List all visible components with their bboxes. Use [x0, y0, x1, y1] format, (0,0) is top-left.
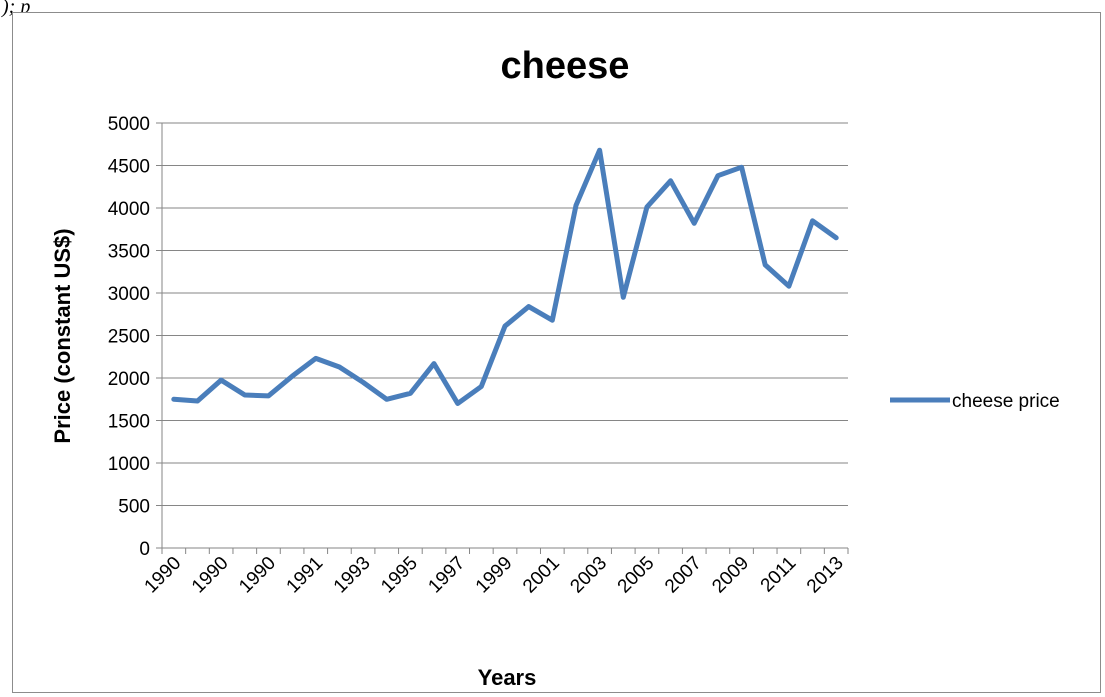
x-tick-label: 1991: [283, 553, 328, 598]
y-tick-label: 5000: [108, 114, 150, 135]
y-tick-label: 500: [118, 497, 150, 518]
x-tick-label: 1995: [377, 553, 422, 598]
x-tick-label: 2009: [708, 553, 753, 598]
axes: [161, 123, 849, 554]
x-tick-labels: 1990 1990 1990 1991 1993 1995 1997 1999 2001 2003…: [141, 553, 848, 598]
x-tick-label: 1990: [188, 553, 233, 598]
x-tick-label: 2001: [519, 553, 564, 598]
series-line-cheese-price: [171, 147, 839, 406]
gridlines: [156, 122, 848, 549]
x-tick-label: 2011: [757, 553, 801, 597]
y-tick-label: 3000: [108, 284, 150, 305]
x-tick-label: 1997: [424, 553, 469, 598]
x-tick-label: 1999: [472, 553, 517, 598]
y-axis-title: Price (constant US$): [50, 228, 75, 443]
y-tick-label: 0: [139, 539, 150, 560]
legend-label: cheese price: [952, 391, 1060, 412]
x-tick-label: 2007: [661, 553, 706, 598]
y-tick-labels: 0 500 1000 1500 2000 2500 3000 3500 4000 4500 5000: [108, 114, 150, 560]
y-tick-label: 4000: [108, 199, 150, 220]
y-tick-label: 2500: [108, 327, 150, 348]
x-tick-label: 2013: [803, 553, 848, 598]
x-tick-label: 1990: [235, 553, 280, 598]
x-tick-label: 1993: [330, 553, 375, 598]
series-group: [171, 147, 839, 406]
y-tick-label: 3500: [108, 242, 150, 263]
legend: cheese price: [890, 391, 1060, 412]
x-tick-label: 2003: [566, 553, 611, 598]
chart-frame: [12, 12, 1101, 693]
y-tick-label: 2000: [108, 369, 150, 390]
x-tick-label: 2005: [614, 553, 659, 598]
chart-title: cheese: [501, 45, 630, 87]
x-axis-title: Years: [478, 665, 537, 690]
y-tick-label: 4500: [108, 157, 150, 178]
y-tick-label: 1500: [108, 412, 150, 433]
y-tick-label: 1000: [108, 454, 150, 475]
